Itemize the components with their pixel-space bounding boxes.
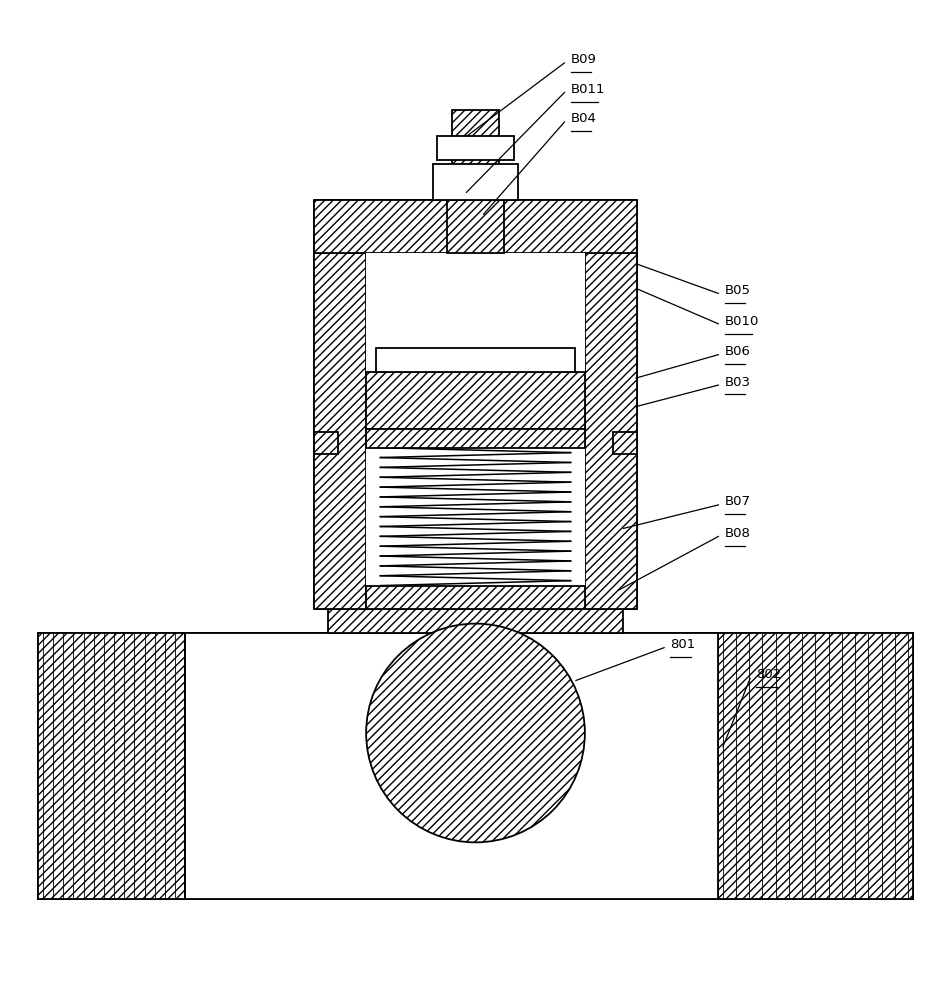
Text: B05: B05 xyxy=(725,284,750,297)
Bar xyxy=(585,253,637,609)
Bar xyxy=(314,432,338,454)
Text: B03: B03 xyxy=(725,376,750,389)
Bar xyxy=(366,429,585,448)
Text: 801: 801 xyxy=(670,638,696,651)
Circle shape xyxy=(366,624,585,842)
Text: B07: B07 xyxy=(725,495,750,508)
Bar xyxy=(314,253,366,609)
Text: B08: B08 xyxy=(725,527,750,540)
Bar xyxy=(314,200,637,253)
Text: B09: B09 xyxy=(571,53,596,66)
Bar xyxy=(376,348,575,372)
Bar xyxy=(447,200,504,253)
Text: 802: 802 xyxy=(756,668,782,681)
Bar xyxy=(437,136,514,160)
Bar xyxy=(433,164,518,200)
Bar xyxy=(185,633,718,899)
Bar xyxy=(366,372,585,429)
Bar xyxy=(366,586,585,609)
Text: B04: B04 xyxy=(571,112,596,125)
Bar xyxy=(452,110,499,200)
Bar xyxy=(613,432,637,454)
Bar xyxy=(38,633,913,899)
Bar xyxy=(38,633,185,899)
Text: B010: B010 xyxy=(725,315,759,328)
Bar xyxy=(718,633,913,899)
Text: B011: B011 xyxy=(571,83,605,96)
Bar xyxy=(328,609,623,633)
Text: B06: B06 xyxy=(725,345,750,358)
Bar xyxy=(366,253,585,609)
Bar xyxy=(366,372,585,429)
